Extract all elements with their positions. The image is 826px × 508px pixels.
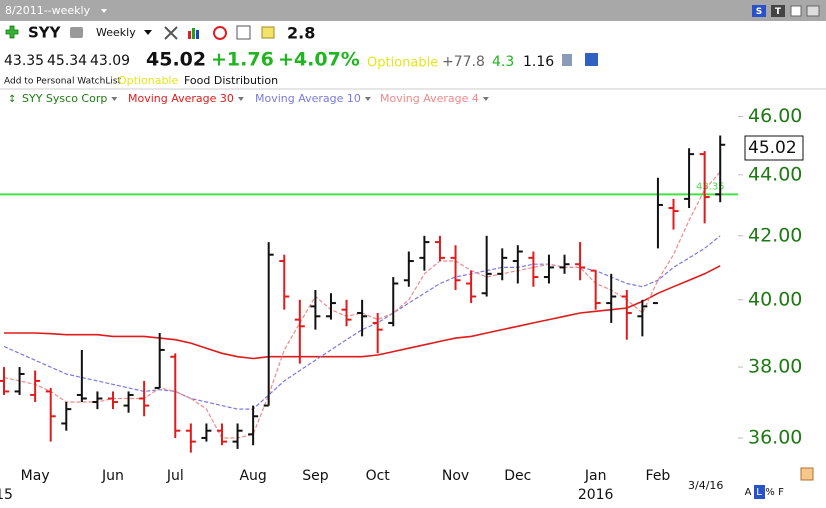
dropdown-arrow[interactable] <box>237 97 244 101</box>
quote-high: 45.34 <box>47 53 87 69</box>
icon[interactable] <box>188 31 191 39</box>
window-title[interactable]: 8/2011--weekly <box>5 4 91 17</box>
y-tick-label: 38.00 <box>748 356 802 378</box>
x-tick-label: Jun <box>101 468 124 484</box>
add-icon[interactable] <box>5 25 19 39</box>
last-price: 45.02 <box>748 138 797 158</box>
bottom-button[interactable]: A <box>745 487 752 498</box>
moving-average <box>3 235 721 410</box>
quote-low: 43.09 <box>90 53 130 69</box>
x-tick-label: Oct <box>366 468 391 484</box>
quote-change-pct: +4.07% <box>278 49 360 71</box>
optionable-tag: Optionable <box>118 74 178 87</box>
quote-stat: +77.8 <box>442 54 485 70</box>
y-tick-label: 36.00 <box>748 426 802 448</box>
save-icon[interactable] <box>585 53 598 66</box>
icon[interactable] <box>261 26 275 39</box>
icon[interactable] <box>70 27 83 38</box>
edit-icon[interactable] <box>800 467 814 481</box>
toolbar-value: 2.8 <box>287 24 315 43</box>
x-tick-label: May <box>21 468 50 484</box>
legend-entry[interactable]: Moving Average 10 <box>255 92 361 105</box>
bottom-button[interactable]: % <box>765 487 775 498</box>
y-tick-label: 46.00 <box>748 105 802 127</box>
y-tick-label: 42.00 <box>748 224 802 246</box>
corner-button-label: S <box>756 7 762 17</box>
horizontal-line-label: 43.35 <box>696 181 725 192</box>
dropdown-arrow[interactable] <box>482 97 489 101</box>
dropdown-arrow[interactable] <box>144 30 152 35</box>
button-highlight <box>754 485 765 499</box>
quote-change: +1.76 <box>211 49 274 71</box>
x-sublabel: 15 <box>0 487 13 503</box>
icon[interactable] <box>213 26 227 40</box>
quote-stat: 1.16 <box>523 54 554 70</box>
x-tick-label: Aug <box>239 468 266 484</box>
legend-icon: ↕ <box>8 94 16 105</box>
dropdown-arrow[interactable] <box>364 97 371 101</box>
quote-open: 43.35 <box>4 53 44 69</box>
timeframe[interactable]: Weekly <box>96 26 136 39</box>
bottom-button[interactable]: F <box>778 487 784 498</box>
corner-button-label: T <box>775 7 782 17</box>
x-sublabel: 2016 <box>578 487 614 503</box>
corner-button[interactable] <box>752 5 766 17</box>
dropdown-arrow[interactable] <box>111 97 118 101</box>
industry: Food Distribution <box>184 74 278 87</box>
legend-entry[interactable]: SYY Sysco Corp <box>22 92 107 105</box>
x-tick-label: Dec <box>504 468 531 484</box>
quote-last: 45.02 <box>146 49 206 71</box>
quote-stat: 4.3 <box>492 54 514 70</box>
symbol[interactable]: SYY <box>28 24 62 42</box>
x-tick-label: Feb <box>646 468 671 484</box>
bottom-buttons: A L% F <box>745 485 784 499</box>
x-tick-label: Nov <box>442 468 469 484</box>
last-price-box <box>744 135 804 161</box>
x-tick-label: Jul <box>166 468 184 484</box>
plot: 36.00 38.00 40.00 42.00 44.00 46.00 15 May Jun Ju… <box>0 105 802 503</box>
corner-button[interactable] <box>771 5 785 17</box>
date-label: 3/4/16 <box>688 479 723 492</box>
legend-entry[interactable]: Moving Average 4 <box>380 92 479 105</box>
legend: SYY Sysco Corp Moving Average 30 Moving Av… <box>8 92 489 105</box>
legend-entry[interactable]: Moving Average 30 <box>128 92 234 105</box>
bottom-button[interactable]: L <box>756 487 762 498</box>
icon <box>192 28 195 39</box>
optionable: Optionable <box>367 56 438 71</box>
watchlist-link[interactable]: Add to Personal WatchList <box>4 77 122 87</box>
x-tick-label: Sep <box>302 468 329 484</box>
icon[interactable] <box>236 25 251 40</box>
title-bar <box>0 0 826 21</box>
x-tick-label: Jan <box>584 468 607 484</box>
y-tick-label: 40.00 <box>748 288 802 310</box>
icon <box>196 30 199 39</box>
icon[interactable] <box>164 26 178 40</box>
y-tick-label: 44.00 <box>748 163 802 185</box>
moving-average <box>4 265 721 360</box>
icon[interactable] <box>562 54 572 66</box>
window-button[interactable] <box>790 5 802 17</box>
dropdown-arrow[interactable] <box>101 9 107 13</box>
window-button[interactable] <box>806 5 820 17</box>
